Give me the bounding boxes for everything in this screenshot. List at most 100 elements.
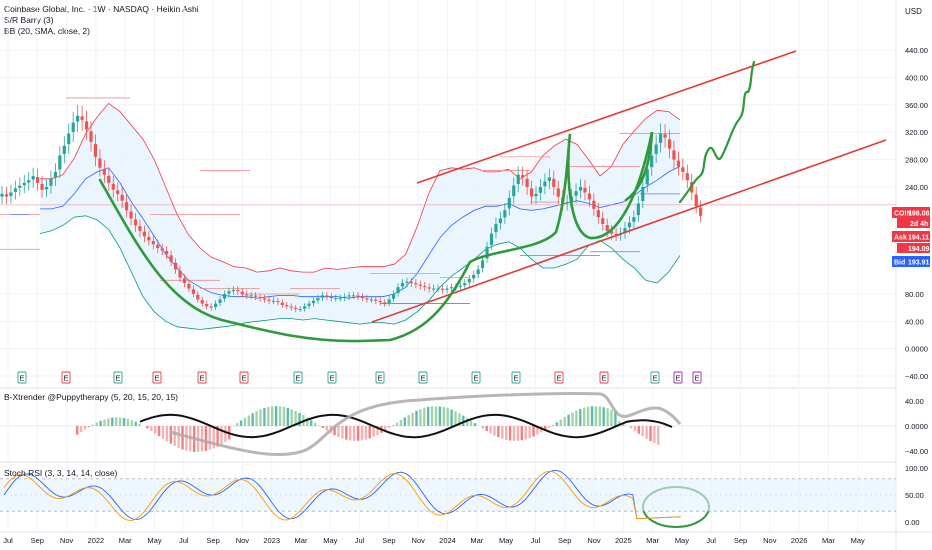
candle-body: [289, 306, 293, 308]
xtrender-tick-label: −40.00: [905, 447, 928, 456]
candle-body: [423, 286, 427, 288]
b-xtrender-title[interactable]: B-Xtrender @Puppytherapy (5, 20, 15, 20,…: [4, 392, 178, 402]
xtrender-bar: [633, 426, 637, 432]
candle-body: [169, 255, 173, 262]
candle-body: [44, 187, 49, 190]
xtrender-bar: [220, 426, 223, 445]
candle-body: [271, 300, 276, 302]
candle-body: [592, 200, 596, 209]
countdown-tag: [897, 218, 930, 228]
time-tick-label: Sep: [206, 536, 219, 545]
candle-body: [392, 294, 396, 299]
candle-body: [107, 175, 111, 183]
earnings-badge: [197, 371, 207, 384]
candle-body: [18, 185, 22, 188]
candle-body: [53, 171, 57, 178]
stoch-rsi-title[interactable]: Stoch RSI (3, 3, 14, 14, close): [4, 468, 118, 478]
xtrender-bar: [87, 426, 91, 427]
xtrender-bar: [185, 426, 188, 451]
currency-label: USD: [905, 7, 922, 16]
candle-body: [436, 288, 440, 290]
candle-body: [98, 158, 102, 168]
xtrender-bar: [403, 417, 406, 426]
candle-body: [173, 262, 178, 270]
candle-body: [227, 291, 231, 294]
xtrender-bar: [352, 426, 356, 441]
candle-body: [62, 145, 66, 155]
xtrender-bar: [547, 426, 551, 428]
xtrender-bar: [349, 426, 352, 441]
candle-body: [409, 281, 413, 284]
candle-body: [405, 281, 409, 283]
candle-body: [543, 181, 547, 187]
price-tick-label: 240.00: [905, 183, 928, 192]
earnings-badge: [511, 371, 521, 384]
xtrender-bar: [298, 412, 301, 426]
indicator-sr-barry-label[interactable]: S/R Barry (3): [4, 15, 54, 25]
candle-body: [258, 296, 262, 299]
xtrender-bar: [150, 426, 153, 431]
candle-body: [76, 115, 80, 122]
xtrender-bar: [505, 426, 508, 440]
candle-body: [182, 278, 187, 284]
candle-body: [650, 155, 654, 168]
candle-body: [494, 223, 498, 233]
candle-body: [58, 155, 62, 170]
xtrender-bar: [501, 426, 504, 439]
mid-tag: [897, 243, 930, 253]
earnings-letter: E: [556, 374, 561, 383]
candle-body: [325, 295, 329, 297]
earnings-badge: [554, 371, 564, 384]
candle-body: [556, 188, 560, 197]
earnings-letter: E: [154, 374, 159, 383]
xtrender-bar: [524, 426, 527, 440]
price-tags: COIN 198.08 2d 4h Ask 194.11 194.09 Bid …: [892, 207, 930, 267]
xtrender-bar: [544, 426, 547, 431]
candle-body: [298, 309, 302, 311]
time-axis[interactable]: Jul Sep Nov 2022 Mar May Jul Sep Nov 2023 Mar May Ju…: [3, 536, 865, 545]
xtrender-bar: [154, 426, 157, 434]
xtrender-bar: [434, 406, 438, 426]
xtrender-bar: [138, 423, 141, 426]
candle-body: [254, 295, 258, 297]
candle-body: [627, 222, 632, 228]
price-axis[interactable]: 440.00 400.00 360.00 320.00 280.00 240.00 80.0…: [905, 46, 928, 527]
candle-body: [351, 295, 356, 297]
projection-path: [678, 60, 756, 204]
xtrender-bar: [337, 426, 340, 437]
xtrender-bar: [618, 421, 621, 426]
candle-body: [418, 284, 422, 286]
xtrender-bar: [473, 423, 477, 426]
candle-body: [84, 121, 89, 130]
xtrender-bar: [528, 426, 531, 439]
candle-body: [129, 211, 133, 219]
xtrender-bar: [508, 426, 512, 441]
xtrender-bar: [200, 426, 204, 452]
xtrender-bar: [520, 426, 523, 441]
candle-body: [445, 288, 449, 290]
xtrender-bar: [76, 426, 79, 435]
candle-body: [672, 150, 676, 160]
candle-body: [125, 202, 129, 211]
xtrender-tick-label: 40.00: [905, 397, 924, 406]
earnings-letter: E: [199, 374, 204, 383]
candle-body: [165, 251, 169, 255]
earnings-badge: [152, 371, 162, 384]
candle-body: [521, 175, 525, 178]
candle-body: [262, 298, 267, 300]
candle-body: [552, 178, 556, 187]
bar-countdown: 2d 4h: [910, 221, 928, 228]
xtrender-bar: [267, 407, 270, 426]
xtrender-bar: [263, 408, 266, 426]
xtrender-bar: [313, 422, 317, 426]
time-tick-label: Nov: [763, 536, 777, 545]
earnings-badge: [599, 371, 609, 384]
candle-body: [249, 295, 253, 297]
xtrender-bar: [614, 411, 617, 426]
indicator-bb-label[interactable]: BB (20, SMA, close, 2): [4, 26, 90, 36]
time-tick-label: Nov: [236, 536, 250, 545]
candle-body: [40, 183, 44, 190]
xtrender-bar: [235, 423, 239, 426]
